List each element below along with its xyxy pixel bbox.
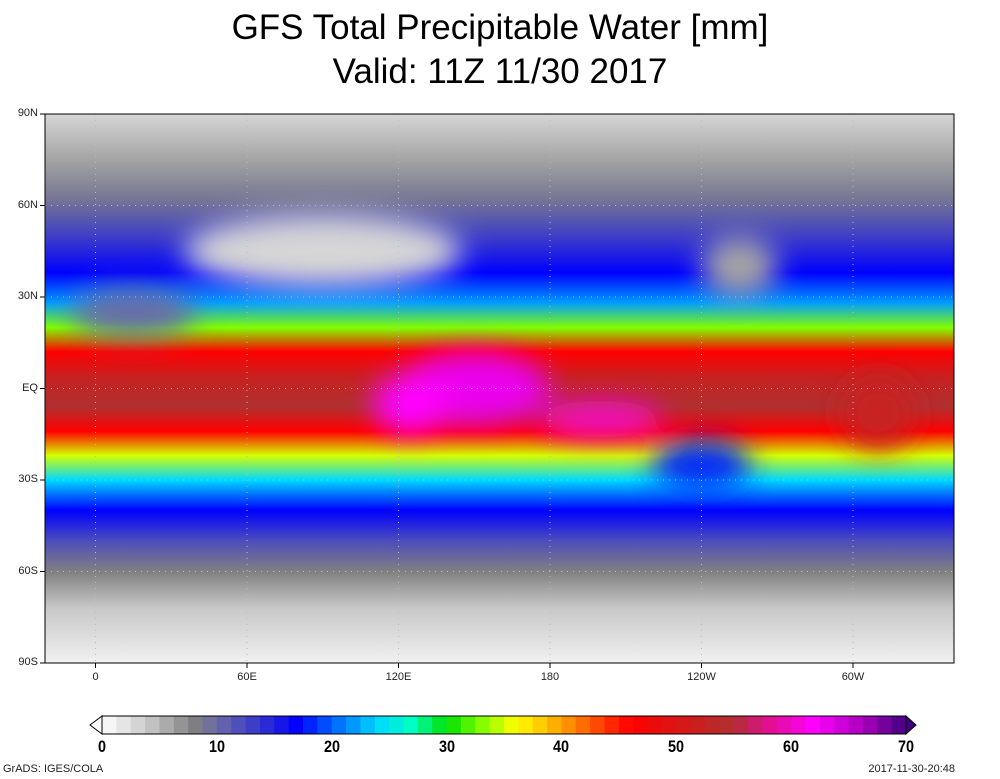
- moisture-feature: [70, 287, 197, 337]
- valid-time-title: Valid: 11Z 11/30 2017: [332, 52, 668, 91]
- colorbar-segment: [891, 716, 907, 734]
- colorbar-segment: [173, 716, 189, 734]
- colorbar-segment: [547, 716, 562, 734]
- colorbar-segment: [690, 716, 706, 734]
- colorbar-label: 60: [783, 737, 800, 756]
- colorbar-segment: [676, 716, 692, 734]
- colorbar-segment: [575, 716, 591, 734]
- colorbar-segment: [159, 716, 175, 734]
- colorbar-segment: [303, 716, 318, 734]
- colorbar-segment: [604, 716, 620, 734]
- colorbar-segment: [748, 716, 763, 734]
- lon-label: 0: [92, 671, 99, 683]
- lat-label: 60N: [17, 198, 38, 211]
- colorbar-segment: [188, 716, 203, 734]
- lat-label: 60S: [18, 564, 38, 577]
- colorbar-segment: [403, 716, 419, 734]
- colorbar-segment: [317, 716, 333, 734]
- colorbar-segment: [848, 716, 864, 734]
- footer-credit: GrADS: IGES/COLA: [3, 763, 104, 775]
- colorbar-segment: [374, 716, 390, 734]
- lat-label: 90N: [17, 107, 38, 119]
- colorbar-segment: [475, 716, 491, 734]
- colorbar-segment: [231, 716, 247, 734]
- lat-label: EQ: [22, 381, 38, 394]
- colorbar-label: 40: [553, 737, 570, 756]
- lat-label: 30N: [17, 290, 38, 302]
- colorbar-segment: [618, 716, 634, 734]
- colorbar-segment: [504, 716, 519, 734]
- colorbar-segment: [274, 716, 290, 734]
- colorbar-segment: [489, 716, 505, 734]
- colorbar-label: 10: [208, 737, 225, 756]
- colorbar-segment: [360, 716, 376, 734]
- colorbar-segment: [389, 716, 404, 734]
- colorbar-segment: [877, 716, 893, 734]
- colorbar-segment: [762, 716, 778, 734]
- lon-label: 60E: [237, 671, 257, 683]
- colorbar-segment: [518, 716, 534, 734]
- colorbar-segment: [346, 716, 361, 734]
- colorbar-segment: [259, 716, 275, 734]
- colorbar-label: 30: [438, 737, 455, 756]
- colorbar-segment: [819, 716, 835, 734]
- colorbar-segment: [216, 716, 232, 734]
- colorbar: [89, 714, 917, 736]
- lon-label: 60W: [841, 671, 865, 683]
- lat-label: 90S: [18, 656, 38, 668]
- colorbar-min-arrow: [89, 715, 103, 735]
- moisture-feature: [651, 440, 752, 490]
- colorbar-segment: [417, 716, 433, 734]
- colorbar-segment: [446, 716, 462, 734]
- colorbar-segment: [647, 716, 663, 734]
- colorbar-segment: [561, 716, 577, 734]
- colorbar-segment: [532, 716, 548, 734]
- lat-label: 30S: [18, 473, 38, 485]
- colorbar-segment: [288, 716, 304, 734]
- colorbar-segment: [145, 716, 160, 734]
- colorbar-segment: [791, 716, 806, 734]
- lon-label: 120E: [385, 671, 412, 683]
- colorbar-segment: [202, 716, 218, 734]
- colorbar-label: 0: [97, 737, 107, 756]
- colorbar-segment: [719, 716, 735, 734]
- lon-label: 180: [540, 671, 560, 683]
- colorbar-segment: [834, 716, 850, 734]
- moisture-feature: [840, 376, 917, 450]
- moisture-feature: [537, 400, 664, 438]
- moisture-feature: [701, 236, 778, 297]
- colorbar-segment: [733, 716, 749, 734]
- colorbar-segment: [805, 716, 821, 734]
- lon-label: 120W: [687, 671, 716, 683]
- moisture-feature: [373, 373, 449, 435]
- colorbar-label: 70: [897, 737, 915, 756]
- colorbar-segment: [460, 716, 476, 734]
- colorbar-segment: [633, 716, 649, 734]
- colorbar-segment: [590, 716, 605, 734]
- colorbar-label: 50: [668, 737, 685, 756]
- footer-timestamp: 2017-11-30-20:48: [868, 763, 955, 775]
- colorbar-segment: [661, 716, 677, 734]
- precipitable-water-field: [45, 114, 954, 663]
- colorbar-segment: [776, 716, 792, 734]
- colorbar-segment: [130, 716, 146, 734]
- chart-title: GFS Total Precipitable Water [mm]: [231, 8, 769, 47]
- colorbar-frame: [101, 715, 907, 735]
- colorbar-segment: [245, 716, 261, 734]
- moisture-feature: [183, 214, 462, 288]
- colorbar-segment: [102, 716, 117, 734]
- colorbar-segment: [331, 716, 347, 734]
- colorbar-label: 20: [323, 737, 340, 756]
- colorbar-segment: [432, 716, 448, 734]
- colorbar-segment: [705, 716, 720, 734]
- colorbar-segment: [116, 716, 132, 734]
- colorbar-segment: [862, 716, 878, 734]
- colorbar-max-arrow: [905, 714, 917, 736]
